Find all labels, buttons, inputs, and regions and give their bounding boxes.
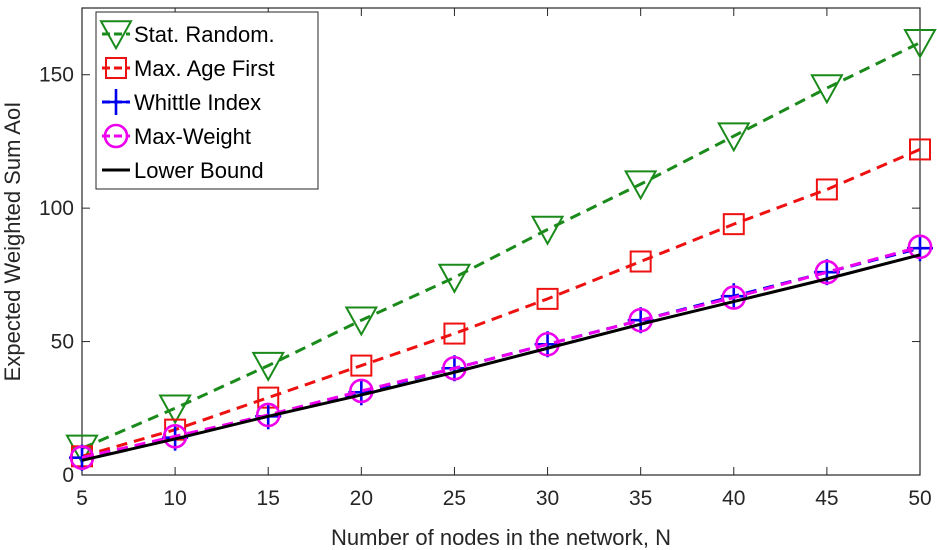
- y-tick-label: 50: [51, 331, 74, 354]
- legend-item-lower-bound-label: Lower Bound: [134, 158, 264, 183]
- legend-item-whittle-index-label: Whittle Index: [134, 90, 261, 115]
- x-axis-label: Number of nodes in the network, N: [331, 525, 671, 550]
- series-stat-random-point: [158, 394, 192, 425]
- series-stat-random-point: [903, 28, 937, 60]
- series-stat-random-point: [344, 306, 379, 337]
- series-stat-random-point: [437, 263, 472, 294]
- x-tick-label: 25: [443, 487, 466, 510]
- plot-area: [65, 28, 937, 471]
- series-stat-random-point: [623, 170, 658, 201]
- legend-box: [95, 11, 319, 190]
- series-lower-bound-line: [81, 253, 921, 462]
- series-max-age-first-point: [350, 354, 373, 377]
- series-stat-random-point: [251, 351, 285, 382]
- series-lower-bound: [81, 253, 921, 462]
- legend-item-lower-bound: Lower Bound: [102, 158, 264, 183]
- axes: 5 10 15 20 25 30 35 40 45 50 0 50 100 150 Number of no…: [0, 7, 932, 550]
- series-stat-random-point: [530, 215, 565, 246]
- y-tick-label: 0: [62, 464, 74, 487]
- legend-item-stat-random-label: Stat. Random.: [134, 22, 275, 47]
- x-tick-label: 35: [629, 487, 652, 510]
- series-stat-random-point: [810, 74, 844, 105]
- legend-item-max-age-first-label: Max. Age First: [134, 56, 275, 81]
- legend-item-stat-random: Stat. Random.: [99, 20, 275, 51]
- series-max-age-first-point: [536, 287, 559, 310]
- series-max-age-first-point: [629, 250, 652, 273]
- series-stat-random-line: [81, 41, 921, 450]
- legend-item-stat-random-marker: [99, 20, 133, 51]
- series-max-age-first-line: [81, 148, 921, 458]
- x-tick-label: 40: [722, 487, 745, 510]
- legend-item-max-weight: Max-Weight: [102, 123, 251, 149]
- legend-item-max-age-first: Max. Age First: [102, 56, 275, 81]
- series-max-age-first-point: [815, 178, 838, 201]
- series-whittle-index-point: [813, 259, 840, 286]
- y-axis-label: Expected Weighted Sum AoI: [0, 102, 25, 382]
- series-whittle-index-point: [627, 307, 654, 334]
- legend-item-max-weight-marker: [103, 123, 129, 149]
- legend-item-max-weight-label: Max-Weight: [134, 124, 251, 149]
- series-max-weight-point: [814, 259, 840, 285]
- x-tick-label: 5: [76, 487, 88, 510]
- legend: Stat. Random. Max. Age First Whittle Index…: [95, 11, 319, 190]
- series-whittle-index-point: [534, 331, 561, 358]
- y-tick-label: 100: [39, 197, 74, 220]
- x-tick-label: 45: [815, 487, 838, 510]
- series-stat-random-point: [717, 122, 751, 153]
- x-tick-label: 20: [350, 487, 373, 510]
- series-max-age-first-point: [722, 213, 745, 236]
- series-max-age-first-point: [909, 138, 931, 161]
- x-tick-label: 10: [163, 487, 186, 510]
- x-tick-label: 30: [536, 487, 559, 510]
- legend-item-whittle-index: Whittle Index: [102, 89, 261, 115]
- x-tick-label: 15: [257, 487, 280, 510]
- legend-item-max-age-first-marker: [105, 57, 127, 79]
- legend-item-whittle-index-marker: [103, 89, 129, 115]
- series-max-age-first-point: [443, 322, 466, 345]
- y-tick-label: 150: [39, 64, 74, 87]
- x-tick-label: 50: [908, 487, 931, 510]
- series-max-weight-point: [907, 234, 933, 260]
